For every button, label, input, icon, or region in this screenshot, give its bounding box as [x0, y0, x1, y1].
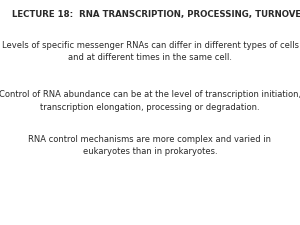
Text: Levels of specific messenger RNAs can differ in different types of cells
and at : Levels of specific messenger RNAs can di… [2, 40, 298, 62]
Text: Control of RNA abundance can be at the level of transcription initiation,
transc: Control of RNA abundance can be at the l… [0, 90, 300, 112]
Text: LECTURE 18:  RNA TRANSCRIPTION, PROCESSING, TURNOVER: LECTURE 18: RNA TRANSCRIPTION, PROCESSIN… [12, 10, 300, 19]
Text: RNA control mechanisms are more complex and varied in
eukaryotes than in prokary: RNA control mechanisms are more complex … [28, 135, 272, 157]
